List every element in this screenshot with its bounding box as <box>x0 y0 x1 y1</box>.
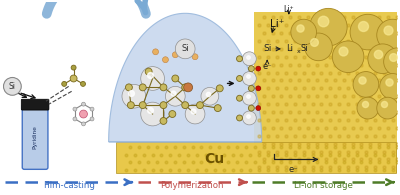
Circle shape <box>139 84 146 91</box>
Text: Li⁺: Li⁺ <box>284 5 294 14</box>
Circle shape <box>377 19 400 51</box>
Text: Si: Si <box>301 44 308 53</box>
Circle shape <box>236 95 242 101</box>
Text: x: x <box>297 49 300 54</box>
Circle shape <box>310 8 347 46</box>
Circle shape <box>166 86 185 106</box>
Circle shape <box>175 39 195 59</box>
Circle shape <box>162 57 168 63</box>
Circle shape <box>236 75 242 82</box>
Text: Si: Si <box>181 44 189 53</box>
FancyBboxPatch shape <box>22 104 48 169</box>
Text: Li⁺: Li⁺ <box>270 19 284 29</box>
Circle shape <box>80 110 88 118</box>
Circle shape <box>305 33 332 61</box>
Text: Polymerization: Polymerization <box>160 181 224 190</box>
Circle shape <box>71 65 76 70</box>
Circle shape <box>90 117 94 121</box>
Text: e⁻: e⁻ <box>289 165 299 174</box>
Circle shape <box>384 48 400 75</box>
FancyBboxPatch shape <box>21 99 49 110</box>
Circle shape <box>236 115 242 121</box>
Circle shape <box>332 41 364 73</box>
Circle shape <box>80 82 86 86</box>
Circle shape <box>256 86 261 91</box>
Text: Li: Li <box>286 44 293 53</box>
Circle shape <box>291 19 316 45</box>
Circle shape <box>368 44 398 74</box>
Circle shape <box>248 66 254 72</box>
Text: Pyridine: Pyridine <box>32 125 38 149</box>
Circle shape <box>169 111 176 117</box>
Circle shape <box>357 97 379 119</box>
Circle shape <box>172 52 178 58</box>
Circle shape <box>214 105 221 112</box>
Circle shape <box>141 102 164 126</box>
Circle shape <box>128 102 134 109</box>
Circle shape <box>82 122 86 126</box>
Circle shape <box>172 75 179 82</box>
Circle shape <box>122 84 146 108</box>
Circle shape <box>62 82 67 86</box>
Text: Si: Si <box>263 44 271 53</box>
Circle shape <box>242 111 256 125</box>
Circle shape <box>160 102 167 109</box>
Polygon shape <box>109 13 262 142</box>
Text: e⁻: e⁻ <box>262 62 272 71</box>
Circle shape <box>236 56 242 62</box>
Circle shape <box>145 68 152 75</box>
Circle shape <box>184 83 192 92</box>
Circle shape <box>185 104 205 124</box>
Circle shape <box>380 74 400 99</box>
Circle shape <box>216 85 223 92</box>
Polygon shape <box>254 12 398 173</box>
Text: Si: Si <box>9 82 16 91</box>
Circle shape <box>242 52 256 66</box>
Text: Cu: Cu <box>205 152 225 167</box>
Circle shape <box>160 117 167 124</box>
Circle shape <box>248 105 254 111</box>
Circle shape <box>73 107 77 111</box>
Text: Li-ion storage: Li-ion storage <box>294 181 353 190</box>
Circle shape <box>242 72 256 85</box>
Circle shape <box>182 102 189 109</box>
Circle shape <box>70 75 77 82</box>
Circle shape <box>192 54 198 60</box>
Circle shape <box>153 49 158 55</box>
Circle shape <box>139 102 146 109</box>
Circle shape <box>126 84 132 91</box>
Circle shape <box>256 106 261 111</box>
Circle shape <box>196 102 204 109</box>
Circle shape <box>82 102 86 106</box>
Circle shape <box>353 72 379 97</box>
Circle shape <box>141 67 164 90</box>
Text: Film-casting: Film-casting <box>43 181 95 190</box>
Circle shape <box>73 117 77 121</box>
Circle shape <box>242 91 256 105</box>
Circle shape <box>377 97 398 119</box>
Circle shape <box>160 84 167 91</box>
Circle shape <box>201 87 219 105</box>
Bar <box>116 142 396 173</box>
Circle shape <box>248 85 254 91</box>
Circle shape <box>90 107 94 111</box>
Circle shape <box>256 66 261 71</box>
Circle shape <box>350 14 386 50</box>
Circle shape <box>4 77 21 95</box>
Circle shape <box>182 84 189 91</box>
